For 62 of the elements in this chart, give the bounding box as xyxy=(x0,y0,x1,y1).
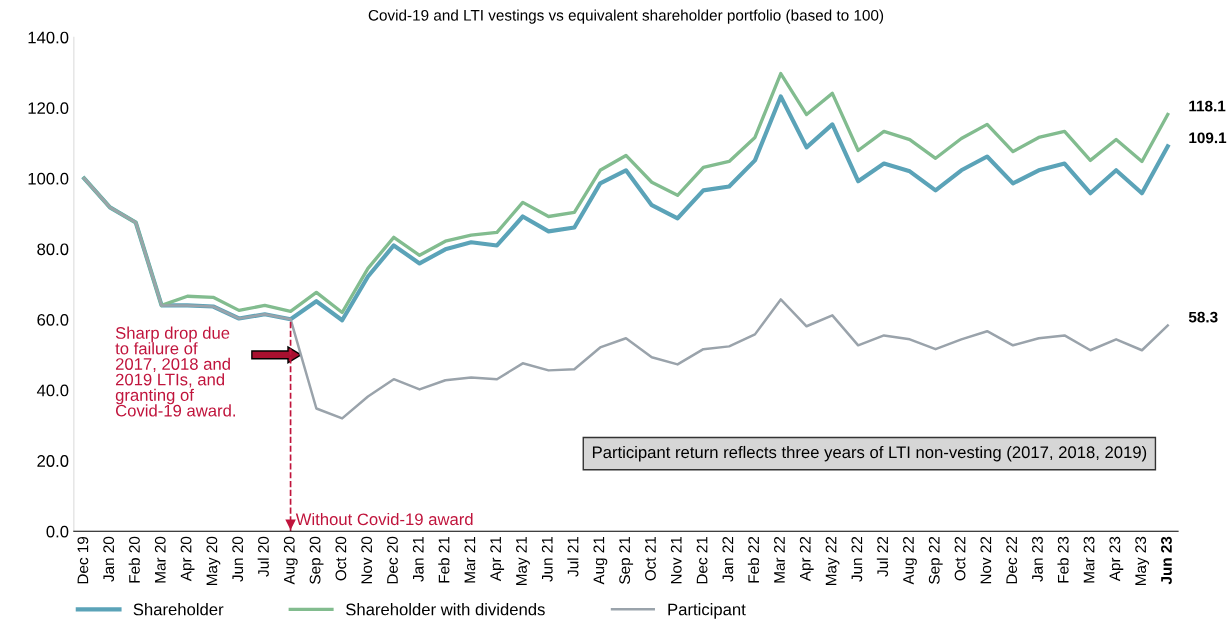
x-tick-label: Mar 23 xyxy=(1083,536,1095,583)
x-tick-label: Jul 22 xyxy=(876,536,889,577)
x-tick-label: May 22 xyxy=(825,536,840,586)
x-tick-label: Dec 20 xyxy=(387,536,398,584)
x-tick-label: Jan 21 xyxy=(412,536,424,582)
x-tick-label: Mar 21 xyxy=(464,536,476,583)
legend-label: Participant xyxy=(668,603,746,619)
x-tick-label: Dec 21 xyxy=(696,536,708,584)
x-tick-label: Mar 22 xyxy=(774,536,785,583)
data-label: 58.3 xyxy=(1188,311,1218,323)
y-tick-label: 20.0 xyxy=(37,455,69,467)
x-tick-label: Feb 22 xyxy=(747,536,760,583)
chart-title: Covid-19 and LTI vestings vs equivalent shareholder portfolio (based to 100) xyxy=(368,9,884,24)
x-tick-label: Mar 20 xyxy=(154,536,166,583)
annotation: Sharp drop due to failure of 2017, 2018 and 2019 LTIs, and granting of Covid-19 award. xyxy=(115,326,235,417)
x-tick-label: Jun 21 xyxy=(541,536,553,582)
x-tick-label: Dec 19 xyxy=(77,536,89,584)
x-tick-label: Aug 21 xyxy=(593,536,608,585)
data-label: 118.1 xyxy=(1189,100,1226,112)
x-tick-label: May 20 xyxy=(206,536,221,586)
y-tick-label: 40.0 xyxy=(36,384,69,397)
x-tick-label: Oct 20 xyxy=(335,536,347,581)
y-tick-label: 80.0 xyxy=(37,243,69,256)
y-tick-label: 140.0 xyxy=(28,31,69,44)
x-tick-label: Nov 22 xyxy=(980,536,992,584)
x-tick-label: Oct 22 xyxy=(954,536,966,581)
x-tick-label: Aug 22 xyxy=(903,536,917,585)
data-label: 109.1 xyxy=(1189,132,1227,144)
x-tick-label: Apr 22 xyxy=(799,536,814,582)
x-tick-label: Sep 20 xyxy=(309,536,324,584)
x-tick-label: Jul 21 xyxy=(567,536,579,577)
x-tick-label: Jul 20 xyxy=(257,536,269,577)
x-tick-label: May 23 xyxy=(1135,536,1150,586)
line-series xyxy=(82,177,1169,420)
x-tick-label: Apr 23 xyxy=(1109,536,1124,582)
y-tick-label: 120.0 xyxy=(28,102,69,115)
x-tick-label: Oct 21 xyxy=(645,536,656,581)
legend-label: Shareholder with dividends xyxy=(346,603,545,616)
x-tick-label: Jun 22 xyxy=(851,536,863,582)
x-tick-label: Feb 20 xyxy=(128,536,140,583)
x-tick-label: Jun 23 xyxy=(1161,536,1172,585)
x-tick-label: May 21 xyxy=(516,536,530,586)
y-tick-label: 0.0 xyxy=(46,525,69,538)
annotation: Participant return reflects three years of LTI non-vesting (2017, 2018, 2019) xyxy=(592,445,1147,462)
y-tick-label: 100.0 xyxy=(28,172,69,185)
x-tick-label: Aug 20 xyxy=(283,536,298,585)
x-tick-label: Jan 20 xyxy=(103,536,115,582)
ref-line-label: Without Covid-19 award xyxy=(295,512,473,526)
x-tick-label: Dec 22 xyxy=(1006,536,1018,584)
x-tick-label: Jun 20 xyxy=(232,536,244,582)
x-tick-label: Feb 21 xyxy=(438,536,450,583)
legend-label: Shareholder xyxy=(133,603,224,616)
x-tick-label: Jan 23 xyxy=(1032,536,1043,582)
x-tick-label: Feb 23 xyxy=(1057,536,1069,583)
x-tick-label: Nov 20 xyxy=(361,536,373,584)
x-tick-label: Nov 21 xyxy=(670,536,682,584)
x-tick-label: Jan 22 xyxy=(722,536,734,582)
x-tick-label: Sep 22 xyxy=(928,536,943,584)
y-tick-label: 60.0 xyxy=(37,313,69,326)
x-tick-label: Apr 20 xyxy=(180,536,195,582)
x-tick-label: Apr 21 xyxy=(490,536,505,582)
x-tick-label: Sep 21 xyxy=(619,536,634,584)
